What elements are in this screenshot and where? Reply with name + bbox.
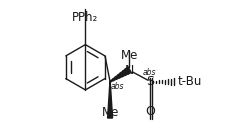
Polygon shape [117,74,122,78]
Polygon shape [120,71,125,77]
Polygon shape [112,77,116,81]
Text: S: S [147,75,154,88]
Text: PPh₂: PPh₂ [72,11,99,24]
Polygon shape [115,75,119,80]
Polygon shape [108,82,113,118]
Text: abs: abs [111,82,124,91]
Text: O: O [146,105,155,118]
Text: Me: Me [101,106,119,119]
Text: t-Bu: t-Bu [178,75,202,88]
Text: N: N [125,64,134,76]
Text: abs: abs [143,68,157,77]
Text: Me: Me [121,49,138,62]
Polygon shape [122,69,128,76]
Polygon shape [125,67,131,74]
Polygon shape [110,80,113,82]
